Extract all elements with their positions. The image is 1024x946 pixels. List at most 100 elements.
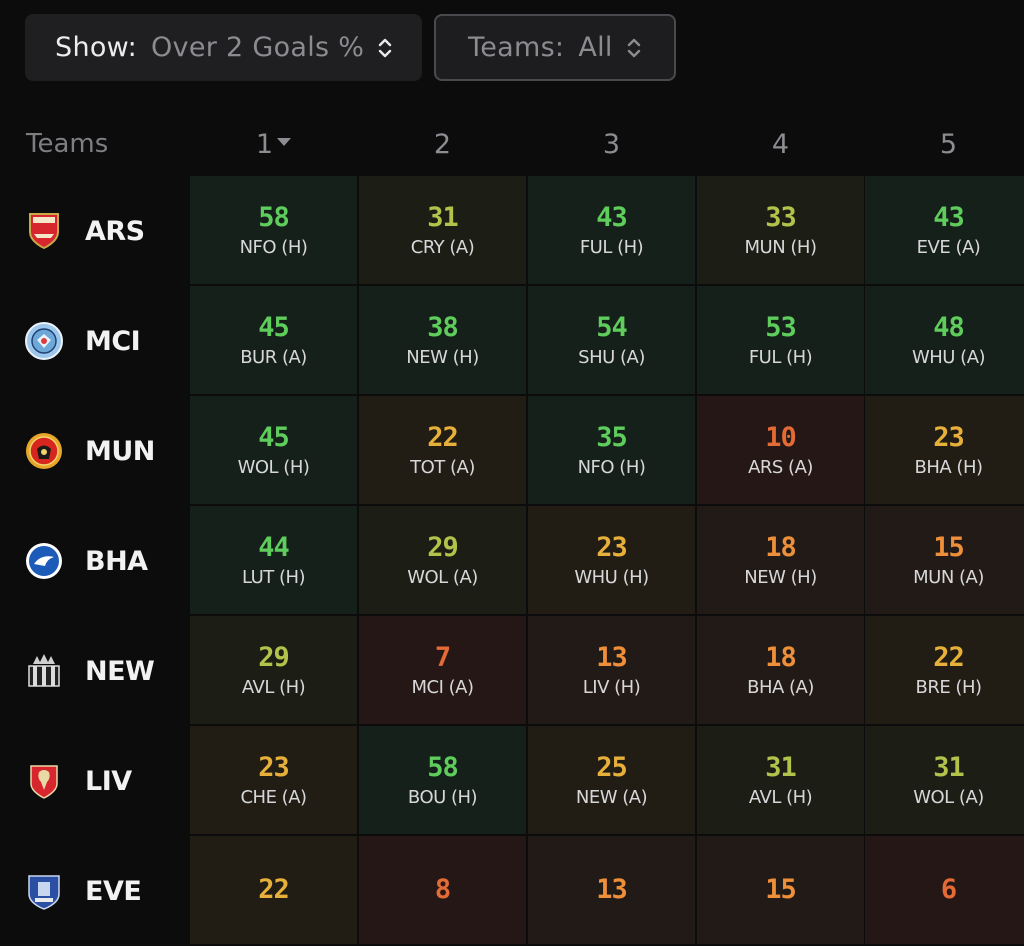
- fixture-cell[interactable]: 43 FUL (H): [528, 176, 695, 284]
- over-2-goals-percent: 23: [933, 421, 965, 453]
- over-2-goals-percent: 23: [596, 531, 628, 563]
- fixture-cell[interactable]: 13 LIV (H): [528, 616, 695, 724]
- fixture-cell[interactable]: 15 MUN (A): [865, 506, 1024, 614]
- fixture-cell[interactable]: 38 NEW (H): [359, 286, 526, 394]
- fixture-cell[interactable]: 18 NEW (H): [697, 506, 864, 614]
- fixture-cell[interactable]: 22 BRE (H): [865, 616, 1024, 724]
- opponent-label: BOU (H): [407, 786, 478, 808]
- fixture-cell[interactable]: 8: [359, 836, 526, 944]
- fixture-cell[interactable]: 13: [528, 836, 695, 944]
- opponent-label: TOT (A): [410, 456, 475, 478]
- over-2-goals-percent: 31: [933, 751, 965, 783]
- fixture-cell[interactable]: 22 TOT (A): [359, 396, 526, 504]
- opponent-label: BRE (H): [915, 676, 982, 698]
- opponent-label: MCI (A): [411, 676, 475, 698]
- team-abbreviation: LIV: [85, 765, 132, 797]
- team-row-eve[interactable]: EVE: [0, 836, 190, 946]
- fixture-cell[interactable]: 31 CRY (A): [359, 176, 526, 284]
- gameweek-header-4[interactable]: 4: [697, 124, 864, 164]
- over-2-goals-percent: 45: [258, 421, 290, 453]
- fixture-cell[interactable]: 35 NFO (H): [528, 396, 695, 504]
- over-2-goals-percent: 31: [765, 751, 797, 783]
- gameweek-number: 5: [939, 128, 958, 160]
- over-2-goals-percent: 43: [933, 201, 965, 233]
- fixture-cell[interactable]: 48 WHU (A): [865, 286, 1024, 394]
- gameweek-header-5[interactable]: 5: [865, 124, 1024, 164]
- fixture-cell[interactable]: 45 BUR (A): [190, 286, 357, 394]
- arsenal-crest-icon: [25, 212, 63, 250]
- fixture-cell[interactable]: 58 NFO (H): [190, 176, 357, 284]
- over-2-goals-percent: 38: [427, 311, 459, 343]
- opponent-label: NFO (H): [577, 456, 646, 478]
- fixture-cell[interactable]: 25 NEW (A): [528, 726, 695, 834]
- teams-column-header: Teams: [26, 129, 109, 159]
- opponent-label: WHU (H): [574, 566, 649, 588]
- fixture-cell[interactable]: 44 LUT (H): [190, 506, 357, 614]
- over-2-goals-percent: 6: [940, 874, 957, 905]
- newcastle-crest-icon: [25, 652, 63, 690]
- over-2-goals-percent: 13: [596, 641, 628, 673]
- team-row-mci[interactable]: MCI: [0, 286, 190, 396]
- teams-filter-value: All: [578, 32, 613, 63]
- over-2-goals-percent: 45: [258, 311, 290, 343]
- fixture-cell[interactable]: 23 CHE (A): [190, 726, 357, 834]
- fixture-cell[interactable]: 10 ARS (A): [697, 396, 864, 504]
- fixture-cell[interactable]: 18 BHA (A): [697, 616, 864, 724]
- show-filter-dropdown[interactable]: Show: Over 2 Goals %: [25, 14, 422, 81]
- over-2-goals-percent: 22: [933, 641, 965, 673]
- fixture-cell[interactable]: 7 MCI (A): [359, 616, 526, 724]
- over-2-goals-percent: 22: [427, 421, 459, 453]
- over-2-goals-percent: 29: [427, 531, 459, 563]
- team-row-mun[interactable]: MUN: [0, 396, 190, 506]
- team-abbreviation: ARS: [85, 215, 145, 247]
- team-abbreviation: MUN: [85, 435, 155, 467]
- over-2-goals-percent: 8: [434, 874, 451, 905]
- over-2-goals-percent: 18: [765, 531, 797, 563]
- over-2-goals-percent: 7: [434, 641, 451, 673]
- opponent-label: NEW (A): [575, 786, 648, 808]
- over-2-goals-percent: 58: [427, 751, 459, 783]
- fixture-cell[interactable]: 53 FUL (H): [697, 286, 864, 394]
- over-2-goals-percent: 58: [258, 201, 290, 233]
- gameweek-header-3[interactable]: 3: [528, 124, 695, 164]
- fixture-cell[interactable]: 45 WOL (H): [190, 396, 357, 504]
- opponent-label: CHE (A): [240, 786, 307, 808]
- fixture-cell[interactable]: 58 BOU (H): [359, 726, 526, 834]
- fixture-cell[interactable]: 31 WOL (A): [865, 726, 1024, 834]
- gameweek-header-1[interactable]: 1: [190, 124, 357, 164]
- chevron-up-down-icon: [627, 36, 641, 60]
- team-row-bha[interactable]: BHA: [0, 506, 190, 616]
- teams-filter-dropdown[interactable]: Teams: All: [434, 14, 676, 81]
- over-2-goals-percent: 13: [596, 874, 628, 905]
- team-abbreviation: BHA: [85, 545, 148, 577]
- over-2-goals-percent: 22: [258, 874, 290, 905]
- opponent-label: BHA (H): [914, 456, 984, 478]
- fixture-cell[interactable]: 54 SHU (A): [528, 286, 695, 394]
- fixture-cell[interactable]: 23 WHU (H): [528, 506, 695, 614]
- over-2-goals-percent: 15: [933, 531, 965, 563]
- opponent-label: NEW (H): [744, 566, 817, 588]
- fixture-cell[interactable]: 43 EVE (A): [865, 176, 1024, 284]
- fixture-cell[interactable]: 33 MUN (H): [697, 176, 864, 284]
- fixture-cell[interactable]: 6: [865, 836, 1024, 944]
- team-row-liv[interactable]: LIV: [0, 726, 190, 836]
- fixture-cell[interactable]: 29 AVL (H): [190, 616, 357, 724]
- fixture-cell[interactable]: 31 AVL (H): [697, 726, 864, 834]
- opponent-label: WOL (A): [407, 566, 478, 588]
- opponent-label: AVL (H): [241, 676, 306, 698]
- show-filter-label: Show:: [55, 32, 137, 63]
- fixture-cell[interactable]: 15: [697, 836, 864, 944]
- fixture-cell[interactable]: 22: [190, 836, 357, 944]
- gameweek-header-2[interactable]: 2: [359, 124, 526, 164]
- over-2-goals-percent: 35: [596, 421, 628, 453]
- everton-crest-icon: [25, 872, 63, 910]
- opponent-label: NEW (H): [406, 346, 479, 368]
- team-row-ars[interactable]: ARS: [0, 176, 190, 286]
- fixture-cell[interactable]: 29 WOL (A): [359, 506, 526, 614]
- over-2-goals-percent: 15: [765, 874, 797, 905]
- chevron-up-down-icon: [378, 36, 392, 60]
- opponent-label: NFO (H): [239, 236, 308, 258]
- team-row-new[interactable]: NEW: [0, 616, 190, 726]
- team-abbreviation: EVE: [85, 875, 142, 907]
- fixture-cell[interactable]: 23 BHA (H): [865, 396, 1024, 504]
